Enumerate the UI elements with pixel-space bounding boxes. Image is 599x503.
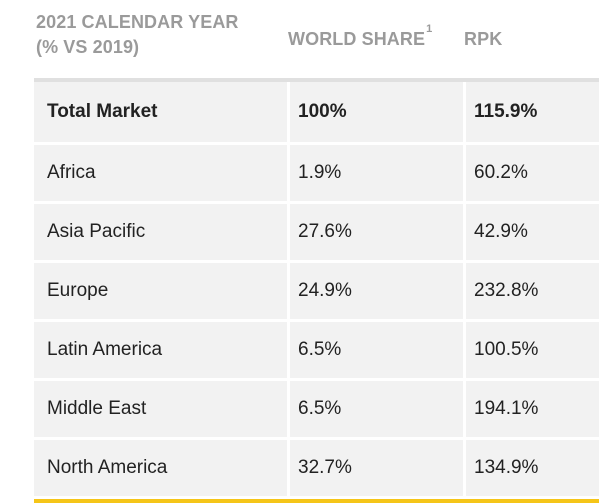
world-share-cell: 100% bbox=[290, 82, 463, 142]
rpk-cell: 115.9% bbox=[466, 82, 599, 142]
region-cell: Asia Pacific bbox=[34, 204, 287, 260]
table-row: Europe 24.9% 232.8% bbox=[34, 263, 599, 322]
world-share-cell: 6.5% bbox=[290, 322, 463, 378]
region-cell: North America bbox=[34, 440, 287, 496]
rpk-cell: 232.8% bbox=[466, 263, 599, 319]
header-calendar-year-line2: (% VS 2019) bbox=[36, 37, 140, 57]
rpk-cell: 100.5% bbox=[466, 322, 599, 378]
market-table: 2021 CALENDAR YEAR (% VS 2019) WORLD SHA… bbox=[34, 10, 599, 503]
table-row: Middle East 6.5% 194.1% bbox=[34, 381, 599, 440]
world-share-cell: 1.9% bbox=[290, 145, 463, 201]
rpk-cell: 194.1% bbox=[466, 381, 599, 437]
region-cell: Europe bbox=[34, 263, 287, 319]
region-cell: Africa bbox=[34, 145, 287, 201]
world-share-cell: 24.9% bbox=[290, 263, 463, 319]
header-world-share: WORLD SHARE 1 bbox=[288, 10, 464, 78]
rpk-cell: 134.9% bbox=[466, 440, 599, 496]
table-row: Africa 1.9% 60.2% bbox=[34, 145, 599, 204]
header-rpk-label: RPK bbox=[464, 29, 503, 49]
table-row: North America 32.7% 134.9% bbox=[34, 440, 599, 499]
header-divider bbox=[34, 78, 599, 82]
table-row-total-market: Total Market 100% 115.9% bbox=[34, 82, 599, 145]
table-header: 2021 CALENDAR YEAR (% VS 2019) WORLD SHA… bbox=[34, 10, 599, 78]
region-cell: Total Market bbox=[34, 82, 287, 142]
rpk-cell: 42.9% bbox=[466, 204, 599, 260]
header-world-share-label: WORLD SHARE bbox=[288, 29, 426, 49]
region-cell: Latin America bbox=[34, 322, 287, 378]
rpk-cell: 60.2% bbox=[466, 145, 599, 201]
world-share-cell: 32.7% bbox=[290, 440, 463, 496]
table-body: Total Market 100% 115.9% Africa 1.9% 60.… bbox=[34, 82, 599, 499]
header-calendar-year-line1: 2021 CALENDAR YEAR bbox=[36, 12, 239, 32]
header-calendar-year: 2021 CALENDAR YEAR (% VS 2019) bbox=[34, 10, 288, 78]
world-share-cell: 27.6% bbox=[290, 204, 463, 260]
header-rpk: RPK bbox=[464, 10, 502, 78]
world-share-cell: 6.5% bbox=[290, 381, 463, 437]
region-cell: Middle East bbox=[34, 381, 287, 437]
table-row: Asia Pacific 27.6% 42.9% bbox=[34, 204, 599, 263]
table-row: Latin America 6.5% 100.5% bbox=[34, 322, 599, 381]
footnote-marker: 1 bbox=[426, 23, 433, 35]
